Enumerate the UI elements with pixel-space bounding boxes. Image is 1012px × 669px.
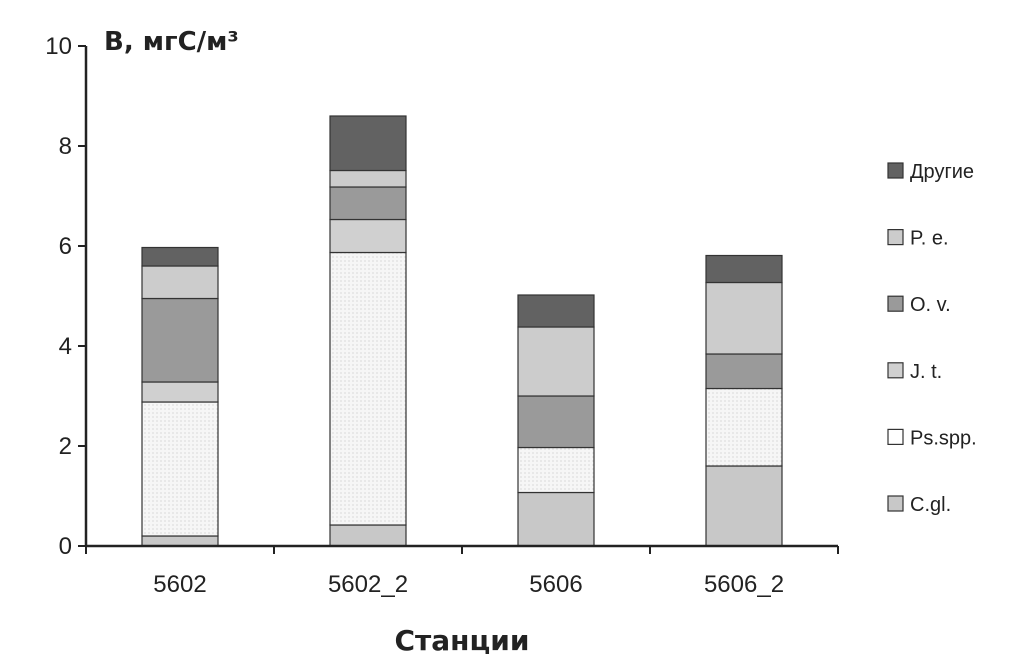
- bar-segment: [517, 491, 595, 547]
- legend-swatch: [887, 162, 904, 179]
- y-axis-label: B, мгС/м³: [104, 27, 239, 57]
- legend: Другие P. e. O. v. J. t. Ps.spp. C.gl.: [887, 161, 977, 516]
- bar-segment: [141, 246, 219, 267]
- y-tick-label: 6: [59, 233, 72, 260]
- x-axis-label: Станции: [394, 624, 529, 657]
- legend-label: O. v.: [910, 294, 951, 316]
- y-ticks-group: 0 2 4 6 8 10: [45, 33, 86, 560]
- legend-label: J. t.: [910, 361, 942, 383]
- bar-segment: [141, 297, 219, 383]
- legend-swatch: [887, 428, 904, 445]
- bar-segment: [705, 465, 783, 547]
- y-tick-label: 2: [59, 433, 72, 460]
- bar-segment: [329, 218, 407, 254]
- legend-label: Ps.spp.: [910, 427, 977, 449]
- bar-segment: [141, 381, 219, 403]
- bar-segment: [517, 326, 595, 397]
- bar-segment: [517, 294, 595, 328]
- x-tick-label: 5606_2: [704, 571, 784, 598]
- legend-label: C.gl.: [910, 494, 951, 516]
- bar-segment: [705, 353, 783, 390]
- x-tick-label: 5602_2: [328, 571, 408, 598]
- bar-segment: [517, 446, 595, 494]
- y-tick-label: 10: [45, 33, 72, 60]
- legend-swatch: [887, 362, 904, 379]
- y-tick-label: 8: [59, 133, 72, 160]
- bar-segment: [705, 254, 783, 284]
- legend-swatch: [887, 295, 904, 312]
- y-tick-label: 0: [59, 533, 72, 560]
- bar-segment: [329, 115, 407, 172]
- x-tick-label: 5602: [153, 571, 206, 598]
- bar-segment: [141, 265, 219, 300]
- legend-swatch: [887, 495, 904, 512]
- legend-swatch: [887, 229, 904, 246]
- bar-segment: [141, 401, 219, 537]
- bar-segment: [329, 186, 407, 221]
- bar-segment: [517, 395, 595, 449]
- bar-segment: [705, 387, 783, 467]
- x-tick-label: 5606: [529, 571, 582, 598]
- y-tick-label: 4: [59, 333, 72, 360]
- legend-label: P. e.: [910, 228, 949, 250]
- bar-segment: [141, 535, 219, 547]
- bar-segment: [329, 524, 407, 547]
- legend-label: Другие: [910, 161, 974, 183]
- bars-group: [141, 115, 783, 547]
- bar-segment: [329, 251, 407, 526]
- x-ticks-group: 5602 5602_2 5606 5606_2: [85, 546, 839, 598]
- bar-segment: [329, 169, 407, 188]
- bar-segment: [705, 281, 783, 355]
